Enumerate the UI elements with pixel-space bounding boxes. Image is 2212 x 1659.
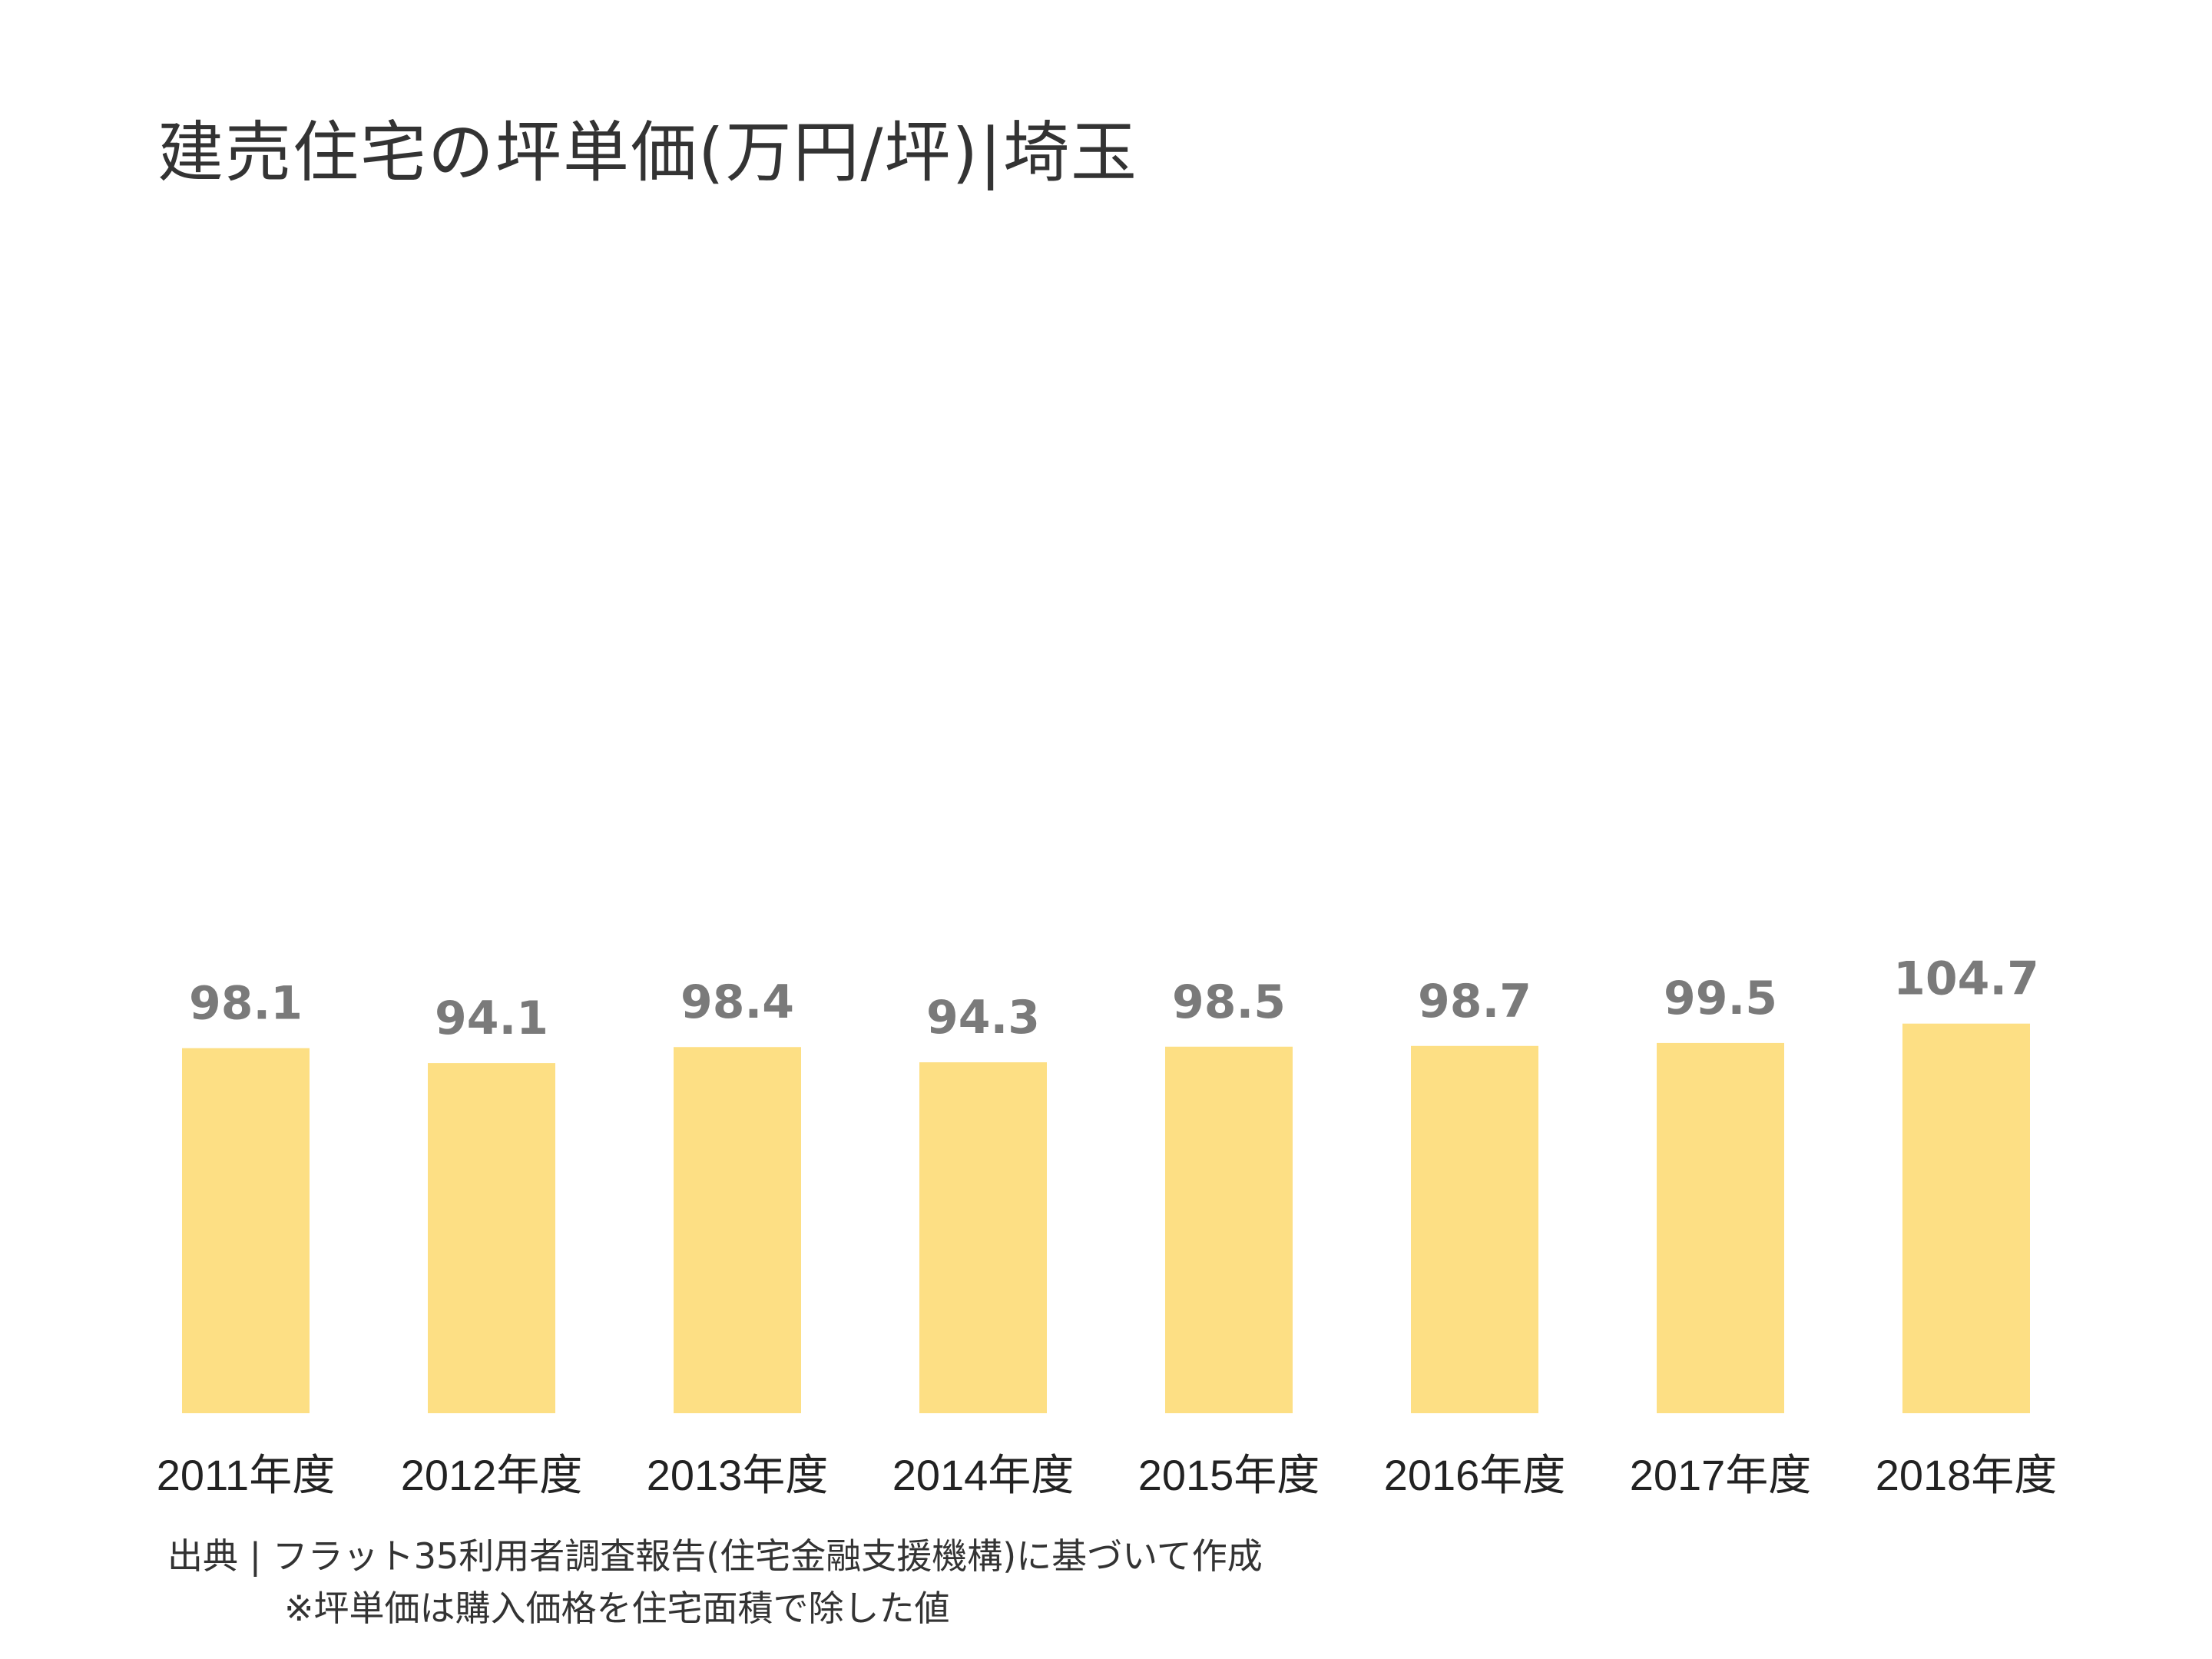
bar-2017年度 (1657, 1042, 1784, 1413)
category-label: 2018年度 (1876, 1451, 2058, 1499)
category-labels-group: 2011年度 2012年度 2013年度 2014年度 2015年度 2016年度 2017… (157, 1451, 2058, 1499)
value-label: 104.7 (1893, 952, 2039, 1006)
bar-2011年度 (182, 1048, 310, 1413)
value-label: 94.1 (435, 992, 548, 1045)
category-label: 2017年度 (1630, 1451, 1812, 1499)
value-label: 98.7 (1418, 975, 1532, 1028)
value-label: 98.4 (680, 975, 794, 1029)
bar-2013年度 (674, 1047, 801, 1413)
category-label: 2012年度 (401, 1451, 583, 1499)
value-label: 99.5 (1664, 972, 1777, 1025)
category-label: 2013年度 (647, 1451, 829, 1499)
bar-2015年度 (1165, 1046, 1293, 1413)
value-labels-group: 98.1 94.1 98.4 94.3 98.5 98.7 99.5 104.7 (189, 952, 2039, 1045)
bar-2016年度 (1411, 1045, 1538, 1413)
category-label: 2011年度 (157, 1451, 335, 1499)
bar-2012年度 (428, 1063, 555, 1413)
method-note: ※坪単価は購入価格を住宅面積で除した値 (284, 1588, 950, 1629)
bar-2014年度 (919, 1062, 1047, 1413)
category-label: 2014年度 (892, 1451, 1075, 1499)
category-label: 2015年度 (1138, 1451, 1320, 1499)
value-label: 98.1 (189, 977, 303, 1031)
value-label: 98.5 (1172, 975, 1286, 1029)
bars-group (182, 1023, 2030, 1413)
value-label: 94.3 (926, 991, 1040, 1045)
source-note: 出典 | フラット35利用者調査報告(住宅金融支援機構)に基づいて作成 (167, 1535, 1263, 1577)
category-label: 2016年度 (1384, 1451, 1566, 1499)
chart-title: 建売住宅の坪単価(万円/坪)|埼玉 (157, 114, 1139, 191)
bar-2018年度 (1902, 1023, 2030, 1413)
